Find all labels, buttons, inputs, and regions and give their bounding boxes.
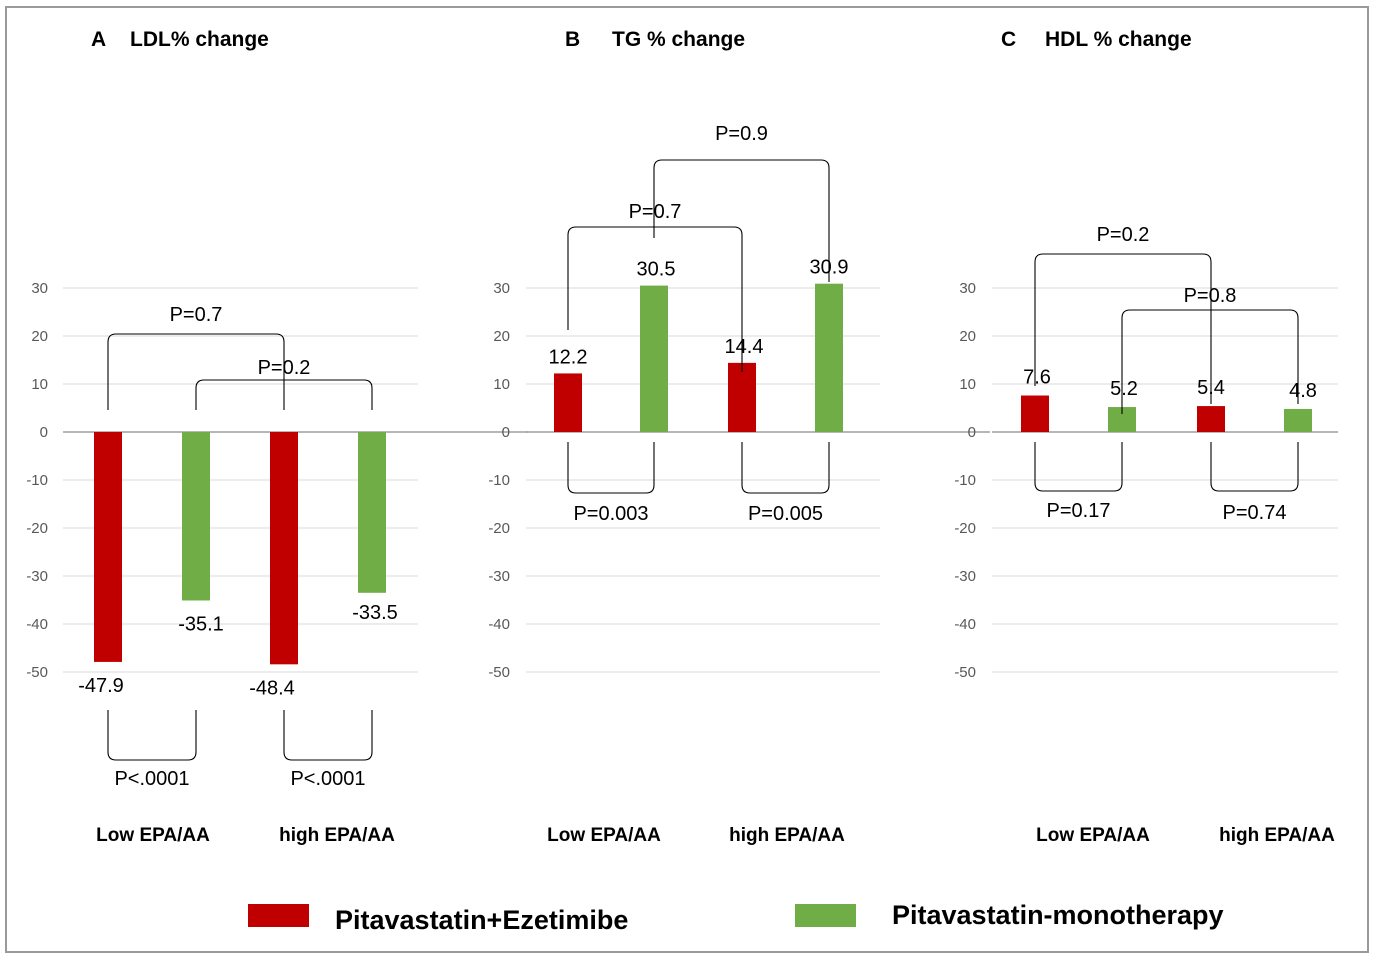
significance-bracket [1210,442,1299,492]
y-tick-label: 10 [959,376,976,393]
panel-c: C HDL % change 30 20 10 0 -10 -20 -30 -40 -50 7.6 5.… [954,28,1338,846]
bar-monotherapy [1284,408,1312,432]
significance-bracket [1034,442,1123,492]
y-tick-label: 20 [31,328,48,345]
y-tick-label: 0 [968,424,976,441]
data-label: 5.2 [1110,378,1138,400]
bar-combination [1021,395,1049,432]
panels: A LDL% change 30 20 10 0 -10 -20 -30 -40 -50 -47.9 -… [26,28,1338,846]
y-tick-label: 30 [493,280,510,297]
data-label: 7.6 [1023,367,1051,389]
significance-bracket [567,442,655,494]
y-tick-label: 0 [502,424,510,441]
data-label: 30.5 [637,259,676,281]
y-tick-label: -20 [954,520,976,537]
y-tick-label: 0 [40,424,48,441]
p-value-label: P<.0001 [114,768,189,790]
category-label: high EPA/AA [279,825,395,846]
y-tick-label: 10 [31,376,48,393]
panel-letter: B [565,28,580,51]
significance-bracket [567,226,743,372]
y-tick-label: -20 [488,520,510,537]
y-tick-label: -20 [26,520,48,537]
legend-item: Pitavastatin-monotherapy [795,900,1224,930]
data-label: -47.9 [78,675,124,697]
bar-combination [270,432,298,665]
significance-bracket [107,710,197,761]
p-value-label: P=0.17 [1047,500,1111,522]
p-value-label: P=0.7 [170,304,223,326]
category-label: Low EPA/AA [96,825,210,846]
y-tick-label: -10 [488,472,510,489]
bar-monotherapy [358,432,386,593]
p-value-label: P=0.2 [258,357,311,379]
significance-bracket [283,710,373,761]
y-tick-label: -50 [954,664,976,681]
bar-combination [728,362,756,432]
data-label: 4.8 [1289,380,1317,402]
panel-letter: C [1001,28,1016,51]
legend: Pitavastatin+Ezetimibe Pitavastatin-monot… [248,900,1224,935]
bar-monotherapy [182,432,210,601]
y-tick-label: -40 [488,616,510,633]
y-tick-label: -30 [488,568,510,585]
significance-bracket [1034,253,1212,404]
y-tick-label: -50 [26,664,48,681]
panel-title: LDL% change [130,28,269,51]
category-label: high EPA/AA [729,825,845,846]
p-value-label: P<.0001 [290,768,365,790]
y-tick-label: -10 [26,472,48,489]
panel-b: B TG % change 30 20 10 0 -10 -20 -30 -40 -50 12.2 30… [488,28,990,846]
y-tick-label: -50 [488,664,510,681]
panel-a: A LDL% change 30 20 10 0 -10 -20 -30 -40 -50 -47.9 -… [26,28,528,846]
data-label: 14.4 [725,336,764,358]
y-tick-label: 10 [493,376,510,393]
data-label: -33.5 [352,602,398,624]
y-tick-label: 20 [959,328,976,345]
legend-swatch [248,904,309,927]
y-tick-label: -40 [26,616,48,633]
y-tick-label: -40 [954,616,976,633]
panel-letter: A [91,28,106,51]
y-tick-label: -10 [954,472,976,489]
category-label: Low EPA/AA [1036,825,1150,846]
y-tick-label: 20 [493,328,510,345]
significance-bracket [1121,309,1299,414]
y-tick-label: 30 [959,280,976,297]
bar-combination [94,432,122,662]
panel-title: HDL % change [1045,28,1192,51]
p-value-label: P=0.74 [1223,502,1287,524]
p-value-label: P=0.8 [1184,285,1237,307]
p-value-label: P=0.9 [715,123,768,145]
p-value-label: P=0.003 [573,503,648,525]
p-value-label: P=0.005 [748,503,823,525]
legend-swatch [795,904,856,927]
significance-bracket [741,442,830,494]
figure-frame [5,6,1369,953]
p-value-label: P=0.2 [1097,224,1150,246]
data-label: -35.1 [178,613,224,635]
bar-combination [1197,406,1225,432]
bar-combination [554,373,582,432]
legend-item: Pitavastatin+Ezetimibe [248,904,628,935]
significance-bracket [653,159,830,282]
bar-monotherapy [815,283,843,432]
data-label: -48.4 [249,677,295,699]
legend-label: Pitavastatin-monotherapy [892,900,1224,930]
y-tick-label: -30 [954,568,976,585]
category-label: Low EPA/AA [547,825,661,846]
y-tick-label: 30 [31,280,48,297]
legend-label: Pitavastatin+Ezetimibe [335,905,628,935]
y-tick-label: -30 [26,568,48,585]
p-value-label: P=0.7 [629,201,682,223]
significance-bracket [107,333,285,410]
panel-title: TG % change [612,28,745,51]
significance-bracket [195,379,373,410]
bar-monotherapy [640,285,668,432]
data-label: 12.2 [549,346,588,368]
category-label: high EPA/AA [1219,825,1335,846]
